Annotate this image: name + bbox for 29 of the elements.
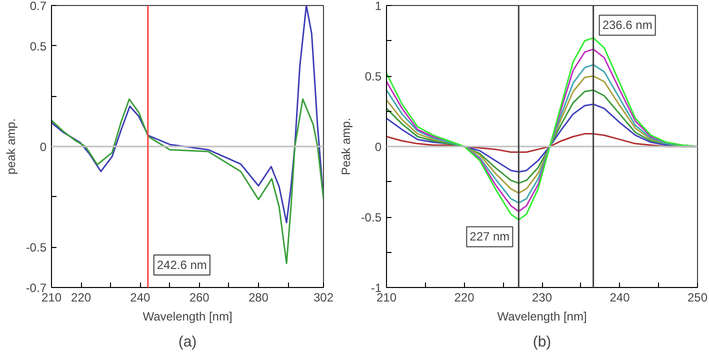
x-axis-title: Wavelength [nm] (142, 310, 232, 324)
x-tick-label: 220 (71, 290, 92, 304)
y-axis-title: peak amp. (4, 118, 18, 175)
y-tick-label: 0.7 (30, 0, 47, 13)
line-series (52, 6, 324, 224)
y-tick-label: 0 (40, 140, 47, 154)
y-tick-label: 1 (374, 0, 382, 13)
y-tick-label: -0.5 (26, 240, 47, 255)
ref-line-label: 227 nm (470, 230, 510, 244)
x-tick-label: 250 (687, 290, 708, 304)
x-tick-label: 302 (313, 290, 334, 304)
x-tick-label: 220 (454, 290, 475, 304)
y-tick-label: -0.5 (360, 210, 382, 224)
x-tick-label: 240 (130, 290, 151, 304)
x-axis-title: Wavelength [nm] (497, 310, 587, 324)
ref-line-label: 236.6 nm (602, 18, 652, 32)
x-tick-label: 210 (41, 290, 62, 304)
ref-line-label: 242.6 nm (156, 258, 207, 272)
y-tick-label: 0.5 (364, 70, 382, 84)
x-tick-label: 240 (610, 290, 630, 304)
y-axis-title: Peak amp. (338, 118, 353, 176)
x-tick-label: 280 (248, 290, 269, 304)
text: (b) (532, 334, 552, 350)
x-tick-label: 230 (532, 290, 552, 304)
text: (a) (178, 334, 197, 350)
y-tick-label: 0.5 (30, 39, 47, 54)
x-tick-label: 210 (376, 290, 397, 304)
x-tick-label: 260 (189, 290, 210, 304)
y-tick-label: 0 (374, 140, 382, 154)
